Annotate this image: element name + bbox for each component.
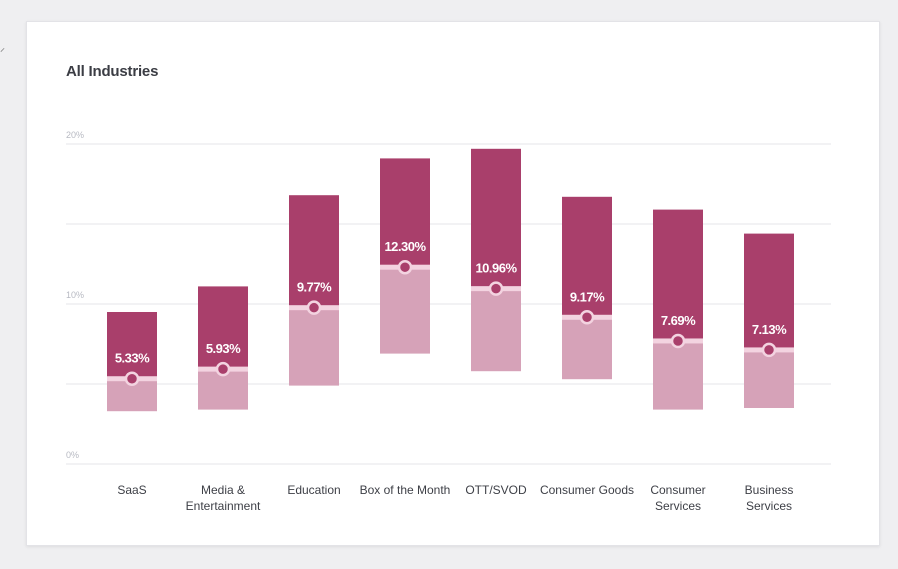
bar-upper-segment xyxy=(744,233,794,350)
bar-upper-segment xyxy=(107,312,157,379)
category-label-line: Consumer xyxy=(650,483,705,497)
category-label: SaaS xyxy=(117,483,146,497)
bar-group: 7.13% xyxy=(744,233,794,408)
category-labels: SaaS Media & Entertainment Education Box of … xyxy=(117,483,793,513)
category-label: Consumer Services xyxy=(650,483,705,513)
bar-lower-segment xyxy=(653,340,703,410)
category-label-line: Business xyxy=(745,483,794,497)
bar-group: 7.69% xyxy=(653,209,703,410)
data-label: 5.93% xyxy=(206,341,241,356)
category-label-line: Media & xyxy=(201,483,245,497)
bar-lower-segment xyxy=(562,317,612,380)
edge-mark: ⸝ xyxy=(0,43,5,54)
bars-layer: 5.33% 5.93% 9.77% 12.30% 10.96% 9.17% 7.69% 7.1… xyxy=(107,148,794,412)
data-label: 9.17% xyxy=(570,289,605,304)
median-marker xyxy=(761,342,777,358)
category-label: OTT/SVOD xyxy=(465,483,527,497)
y-tick-label: 0% xyxy=(66,450,79,460)
median-marker xyxy=(579,310,595,325)
data-label: 10.96% xyxy=(475,261,517,276)
category-label-line: Box of the Month xyxy=(360,483,451,497)
bar-upper-segment xyxy=(471,148,521,289)
median-marker xyxy=(306,300,322,315)
category-label-line: Consumer Goods xyxy=(540,483,634,497)
bar-lower-segment xyxy=(289,307,339,386)
bar-group: 12.30% xyxy=(380,158,430,354)
bar-group: 9.17% xyxy=(562,196,612,380)
y-tick-label: 20% xyxy=(66,130,84,140)
category-label: Education xyxy=(287,483,340,497)
data-label: 5.33% xyxy=(115,351,150,366)
chart-svg: 0% 10% 20% 5.33% 5.93% 9.77% 12.30% 10.96% 9.17… xyxy=(66,130,831,513)
y-tick-label: 10% xyxy=(66,290,84,300)
category-label-line: Services xyxy=(655,499,701,513)
bar-upper-segment xyxy=(198,286,248,370)
category-label-line: Education xyxy=(287,483,340,497)
bar-lower-segment xyxy=(744,349,794,408)
bar-group: 10.96% xyxy=(471,148,521,372)
chart-title: All Industries xyxy=(66,63,159,80)
category-label-line: Entertainment xyxy=(186,499,261,513)
bar-upper-segment xyxy=(562,196,612,318)
data-label: 12.30% xyxy=(384,239,426,254)
category-label: Media & Entertainment xyxy=(186,483,261,513)
bar-upper-segment xyxy=(653,209,703,341)
bar-lower-segment xyxy=(471,288,521,372)
data-label: 7.13% xyxy=(752,322,787,337)
median-marker xyxy=(124,371,140,386)
category-label: Consumer Goods xyxy=(540,483,634,497)
median-marker xyxy=(670,333,686,349)
data-label: 7.69% xyxy=(661,313,696,328)
bar-lower-segment xyxy=(380,267,430,354)
median-marker xyxy=(215,361,231,377)
median-marker xyxy=(397,259,413,275)
bar-group: 5.33% xyxy=(107,312,157,412)
bar-upper-segment xyxy=(289,195,339,308)
chart-card: All Industries 0% 10% 20% 5.33% 5.93% 9.77% 1… xyxy=(26,21,880,546)
grid-layer: 0% 10% 20% xyxy=(66,130,831,465)
median-marker xyxy=(488,281,504,296)
bar-upper-segment xyxy=(380,158,430,268)
bar-group: 5.93% xyxy=(198,286,248,410)
category-label: Box of the Month xyxy=(360,483,451,497)
category-label-line: SaaS xyxy=(117,483,146,497)
category-label-line: OTT/SVOD xyxy=(465,483,527,497)
data-label: 9.77% xyxy=(297,280,332,295)
category-label: Business Services xyxy=(745,483,794,513)
category-label-line: Services xyxy=(746,499,792,513)
bar-group: 9.77% xyxy=(289,195,339,386)
